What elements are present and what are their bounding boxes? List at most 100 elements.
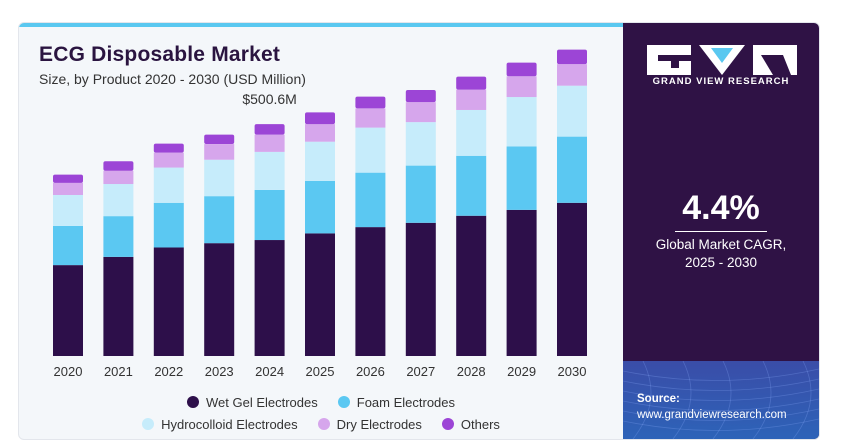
x-tick-label-2024: 2024 — [255, 364, 284, 379]
x-tick-label-2022: 2022 — [154, 364, 183, 379]
x-tick-label-2027: 2027 — [406, 364, 435, 379]
bar-segment-wet-gel-electrodes-2030 — [557, 202, 587, 356]
bar-segment-hydrocolloid-electrodes-2029 — [506, 97, 537, 147]
bar-segment-hydrocolloid-electrodes-2030 — [557, 85, 587, 137]
bar-segment-foam-electrodes-2022 — [153, 202, 184, 248]
bar-segment-hydrocolloid-electrodes-2028 — [456, 109, 487, 156]
bar-segment-hydrocolloid-electrodes-2027 — [405, 122, 436, 166]
legend-label-foam: Foam Electrodes — [356, 394, 456, 410]
legend-label-hydrocolloid: Hydrocolloid Electrodes — [161, 416, 298, 432]
bar-segment-wet-gel-electrodes-2025 — [305, 233, 335, 356]
x-tick-label-2029: 2029 — [507, 364, 536, 379]
x-tick-label-2020: 2020 — [54, 364, 83, 379]
bar-segment-hydrocolloid-electrodes-2026 — [355, 127, 386, 173]
bar-segment-dry-electrodes-2029 — [506, 76, 537, 98]
legend-label-others: Others — [460, 416, 500, 432]
bar-segment-foam-electrodes-2025 — [305, 180, 335, 234]
bar-segment-foam-electrodes-2024 — [254, 189, 285, 241]
cagr-divider — [675, 231, 767, 232]
bar-segment-hydrocolloid-electrodes-2023 — [204, 159, 235, 197]
source-box: Source: www.grandviewresearch.com — [623, 361, 819, 439]
legend-swatch-hydrocolloid — [142, 418, 155, 430]
bar-segment-wet-gel-electrodes-2026 — [355, 227, 386, 356]
legend-label-wet-gel: Wet Gel Electrodes — [205, 394, 318, 410]
legend-item-others: Others — [441, 416, 500, 432]
accent-bar — [19, 23, 623, 27]
legend-swatch-foam — [337, 396, 350, 408]
legend-item-foam: Foam Electrodes — [337, 394, 456, 410]
cagr-label-line-2: 2025 - 2030 — [684, 255, 758, 270]
chart-subtitle: Size, by Product 2020 - 2030 (USD Millio… — [39, 71, 306, 87]
bar-segment-wet-gel-electrodes-2028 — [456, 215, 487, 356]
bar-segment-dry-electrodes-2026 — [355, 108, 386, 128]
wave-grid-decoration — [623, 361, 819, 439]
bar-segment-others-2024 — [254, 124, 285, 135]
x-tick-label-2021: 2021 — [104, 364, 133, 379]
legend-item-hydrocolloid: Hydrocolloid Electrodes — [142, 417, 298, 432]
legend-row-2: Hydrocolloid Electrodes Dry Electrodes O… — [19, 413, 623, 435]
info-panel: GRAND VIEW RESEARCH 4.4% Global Market C… — [623, 23, 819, 439]
bar-segment-others-2020 — [53, 174, 83, 183]
x-tick-label-2030: 2030 — [558, 364, 587, 379]
x-tick-label-2028: 2028 — [457, 364, 486, 379]
bar-segment-hydrocolloid-electrodes-2021 — [103, 184, 134, 217]
bar-segment-others-2030 — [557, 49, 587, 65]
bar-segment-hydrocolloid-electrodes-2020 — [53, 194, 83, 226]
cagr-label-line-1: Global Market CAGR, — [655, 237, 787, 252]
legend-swatch-wet-gel — [186, 396, 199, 408]
bar-segment-dry-electrodes-2027 — [405, 102, 436, 123]
annotation-label: $500.6M — [242, 91, 296, 107]
legend-item-dry: Dry Electrodes — [317, 416, 422, 432]
bar-segment-foam-electrodes-2021 — [103, 216, 134, 257]
chart-title: ECG Disposable Market — [39, 43, 281, 66]
bar-segment-foam-electrodes-2020 — [53, 225, 83, 266]
bar-segment-dry-electrodes-2024 — [254, 134, 285, 152]
bar-segment-others-2029 — [506, 62, 537, 77]
cagr-value: 4.4% — [682, 189, 760, 227]
bar-segment-others-2026 — [355, 96, 386, 109]
bar-segment-hydrocolloid-electrodes-2022 — [153, 167, 184, 203]
x-tick-label-2023: 2023 — [205, 364, 234, 379]
bar-segment-foam-electrodes-2027 — [405, 165, 436, 223]
bar-segment-dry-electrodes-2022 — [153, 152, 184, 168]
legend-swatch-others — [441, 418, 454, 430]
cagr-label: Global Market CAGR, 2025 - 2030 — [623, 236, 819, 272]
bar-segment-dry-electrodes-2025 — [305, 124, 335, 142]
bar-segment-foam-electrodes-2023 — [204, 196, 235, 244]
source-url: www.grandviewresearch.com — [637, 409, 787, 421]
source-label: Source: — [637, 393, 680, 405]
bar-segment-foam-electrodes-2030 — [557, 136, 587, 203]
bar-segment-foam-electrodes-2028 — [456, 155, 487, 216]
bar-segment-wet-gel-electrodes-2021 — [103, 256, 134, 356]
bar-segment-dry-electrodes-2028 — [456, 89, 487, 110]
legend-row-1: Wet Gel Electrodes Foam Electrodes — [19, 391, 623, 413]
bar-segment-wet-gel-electrodes-2023 — [204, 243, 235, 356]
bar-segment-wet-gel-electrodes-2020 — [53, 265, 83, 356]
bar-segment-wet-gel-electrodes-2022 — [153, 247, 184, 356]
bar-segment-hydrocolloid-electrodes-2025 — [305, 141, 335, 181]
bar-segment-foam-electrodes-2026 — [355, 172, 386, 228]
chart-legend: Wet Gel Electrodes Foam Electrodes Hydro… — [19, 391, 623, 435]
chart-card: ECG Disposable Market Size, by Product 2… — [18, 22, 820, 440]
bar-segment-wet-gel-electrodes-2024 — [254, 240, 285, 356]
legend-label-dry: Dry Electrodes — [336, 416, 422, 432]
legend-item-wet-gel: Wet Gel Electrodes — [186, 394, 318, 410]
legend-swatch-dry — [317, 418, 330, 430]
x-tick-label-2025: 2025 — [306, 364, 335, 379]
bar-segment-dry-electrodes-2020 — [53, 182, 83, 195]
bar-segment-dry-electrodes-2021 — [103, 170, 134, 185]
bar-segment-foam-electrodes-2029 — [506, 146, 537, 210]
bar-segment-others-2028 — [456, 76, 487, 90]
bar-segment-others-2022 — [153, 143, 184, 153]
brand-name: GRAND VIEW RESEARCH — [652, 76, 790, 87]
grand-view-research-logo — [647, 45, 797, 75]
x-tick-label-2026: 2026 — [356, 364, 385, 379]
bar-segment-others-2023 — [204, 134, 235, 145]
bar-segment-hydrocolloid-electrodes-2024 — [254, 151, 285, 190]
bar-segment-others-2025 — [305, 112, 335, 125]
bar-segment-dry-electrodes-2030 — [557, 64, 587, 86]
stacked-bar-chart: 2020 2021 2022 2023 2024 $500.6M 2025 2026 2027 2… — [53, 49, 587, 379]
bar-segment-others-2027 — [405, 89, 436, 103]
bar-segment-wet-gel-electrodes-2029 — [506, 209, 537, 356]
bar-segment-dry-electrodes-2023 — [204, 144, 235, 160]
